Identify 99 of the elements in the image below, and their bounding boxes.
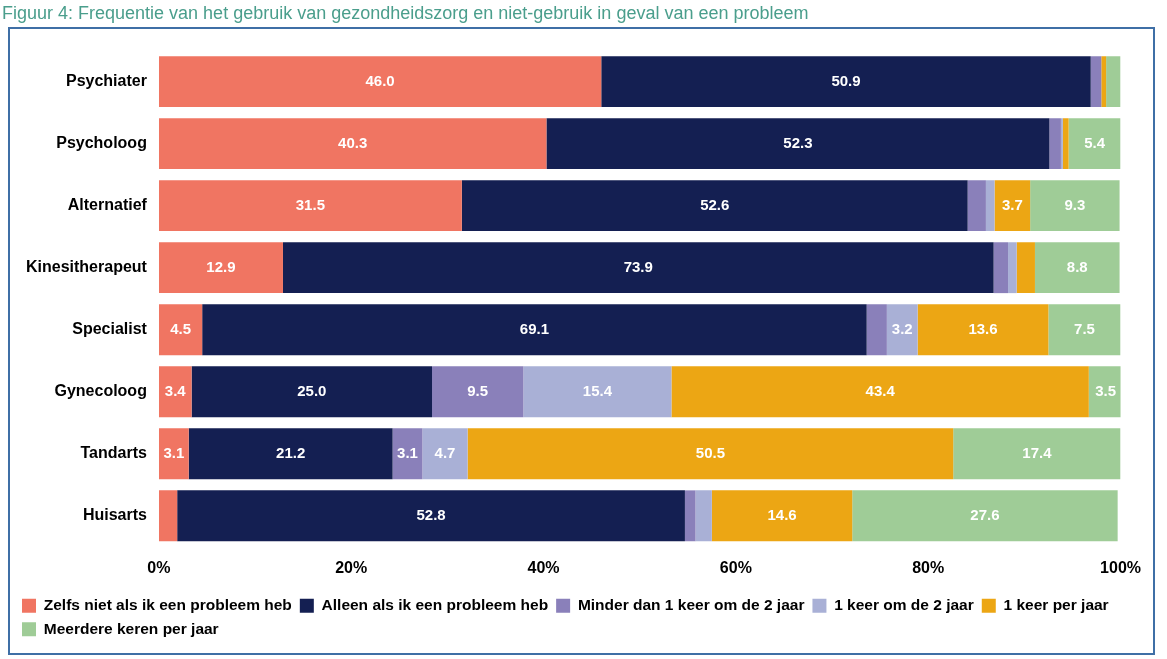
y-tick-label: Psychiater: [65, 72, 147, 90]
y-tick-label: Psycholoog: [56, 134, 147, 152]
bar: [1030, 180, 1120, 232]
data-label: 3.4: [164, 381, 187, 399]
bar: [1068, 118, 1121, 170]
data-label: 43.4: [865, 381, 896, 399]
x-tick-label: 40%: [527, 558, 560, 576]
bar: [695, 490, 712, 542]
bar: [202, 304, 867, 356]
x-tick-label: 60%: [719, 558, 752, 576]
bar: [158, 490, 178, 542]
data-label: 5.4: [1084, 133, 1106, 151]
data-label: 21.2: [276, 443, 306, 461]
data-label: 7.5: [1074, 319, 1095, 337]
data-label: 15.4: [582, 381, 613, 399]
bar: [177, 490, 685, 542]
chart-title: Figuur 4: Frequentie van het gebruik van gezondheidszorg en niet-gebruik in geval van een probleem: [2, 2, 809, 24]
data-label: 4.5: [170, 319, 191, 337]
data-label: 31.5: [295, 195, 325, 213]
data-label: 25.0: [297, 381, 327, 399]
bar: [467, 428, 954, 480]
x-tick-label: 100%: [1100, 558, 1141, 576]
bar: [392, 428, 423, 480]
data-label: 4.7: [434, 443, 456, 461]
data-label: 3.1: [397, 443, 418, 461]
bar: [994, 180, 1031, 232]
data-label: 52.6: [700, 195, 730, 213]
y-tick-label: Gynecoloog: [54, 382, 147, 400]
bar: [188, 428, 393, 480]
legend-label: Minder dan 1 keer om de 2 jaar: [577, 596, 805, 614]
bar: [985, 180, 995, 232]
legend-label: Alleen als ik een probleem heb: [321, 596, 549, 614]
data-label: 3.1: [163, 443, 185, 461]
data-label: 52.8: [416, 505, 446, 523]
bar: [158, 118, 547, 170]
y-tick-label: Alternatief: [67, 196, 148, 214]
data-label: 17.4: [1022, 443, 1053, 461]
bar: [917, 304, 1049, 356]
data-label: 50.5: [695, 443, 726, 461]
data-label: 14.6: [767, 505, 797, 523]
bar: [158, 428, 189, 480]
bar: [1106, 56, 1121, 108]
bar: [886, 304, 918, 356]
data-label: 40.3: [338, 133, 368, 151]
bar: [158, 56, 602, 108]
bar: [601, 56, 1091, 108]
bar: [1049, 118, 1061, 170]
x-tick-label: 20%: [335, 558, 368, 576]
data-label: 3.7: [1001, 195, 1023, 213]
bar: [158, 304, 203, 356]
y-tick-label: Kinesitherapeut: [25, 258, 148, 276]
bar: [1034, 242, 1120, 294]
bar: [1101, 56, 1107, 108]
bar: [1016, 242, 1035, 294]
data-label: 27.6: [970, 505, 1000, 523]
data-label: 3.5: [1095, 381, 1117, 399]
bar: [158, 180, 462, 232]
bar: [1090, 56, 1102, 108]
bar: [191, 366, 433, 418]
bar: [866, 304, 887, 356]
data-label: 13.6: [968, 319, 998, 337]
bar: [461, 180, 968, 232]
data-label: 9.5: [467, 381, 489, 399]
bar: [523, 366, 672, 418]
data-label: 8.8: [1066, 257, 1088, 275]
y-tick-label: Tandarts: [80, 444, 148, 462]
bar: [546, 118, 1050, 170]
y-tick-label: Huisarts: [82, 506, 148, 524]
legend-label: 1 keer om de 2 jaar: [834, 596, 974, 614]
bar: [422, 428, 468, 480]
bar: [432, 366, 524, 418]
data-label: 69.1: [519, 319, 550, 337]
data-label: 9.3: [1064, 195, 1086, 213]
data-label: 52.3: [783, 133, 813, 151]
data-label: 50.9: [831, 71, 861, 89]
x-tick-label: 80%: [912, 558, 945, 576]
x-tick-label: 0%: [147, 558, 171, 576]
bar: [158, 242, 283, 294]
bar: [158, 366, 192, 418]
legend-label: Meerdere keren per jaar: [43, 619, 219, 637]
data-label: 3.2: [891, 319, 913, 337]
bar: [684, 490, 696, 542]
bar: [1008, 242, 1017, 294]
data-label: 73.9: [623, 257, 653, 275]
data-label: 46.0: [365, 71, 395, 89]
bar: [1088, 366, 1121, 418]
data-label: 12.9: [206, 257, 236, 275]
bar: [993, 242, 1009, 294]
bar: [953, 428, 1121, 480]
bar: [1048, 304, 1121, 356]
bar: [671, 366, 1089, 418]
bar: [1062, 118, 1069, 170]
legend-label: Zelfs niet als ik een probleem heb: [43, 596, 292, 614]
bar: [282, 242, 994, 294]
bar: [711, 490, 853, 542]
legend-label: 1 keer per jaar: [1003, 596, 1109, 614]
bar: [852, 490, 1118, 542]
y-tick-label: Specialist: [72, 320, 148, 338]
bar: [967, 180, 986, 232]
